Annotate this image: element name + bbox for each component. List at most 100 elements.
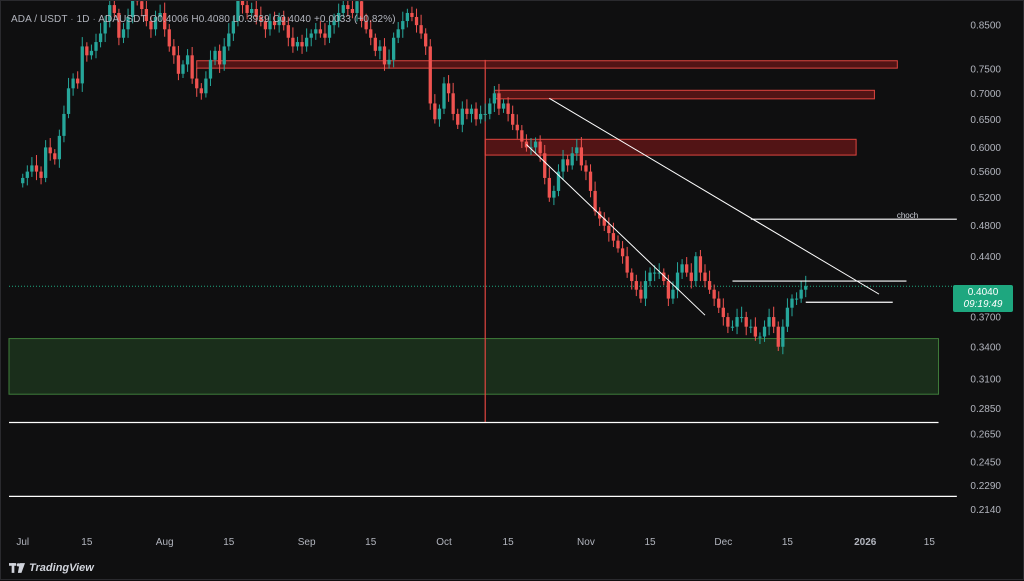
candle-body — [296, 42, 299, 46]
candle-body — [310, 33, 313, 37]
candle-body — [703, 273, 706, 281]
candle-body — [300, 42, 303, 46]
x-tick-label: 15 — [503, 537, 515, 548]
candle-body — [181, 64, 184, 73]
candle-body — [442, 83, 445, 108]
candle-body — [241, 1, 244, 5]
supply-zone — [494, 90, 874, 99]
candle-body — [204, 79, 207, 94]
candle-body — [35, 165, 38, 171]
candle-body — [53, 153, 56, 159]
candle-body — [722, 308, 725, 317]
chart-header: ADA / USDT · 1D · ADAUSDT O0.4006 H0.408… — [11, 14, 396, 25]
candle-body — [168, 29, 171, 46]
y-tick-label: 0.2850 — [970, 404, 1001, 415]
candle-body — [314, 29, 317, 33]
candle-body — [223, 46, 226, 64]
candle-body — [479, 114, 482, 119]
candle-body — [497, 93, 500, 108]
candle-body — [113, 5, 116, 13]
candle-body — [575, 147, 578, 153]
y-tick-label: 0.3100 — [970, 375, 1001, 386]
candle-body — [383, 46, 386, 64]
channel-trendline — [549, 98, 879, 294]
candle-body — [539, 142, 542, 154]
price-chart[interactable]: 0.85000.75000.70000.65000.60000.56000.52… — [1, 1, 1024, 557]
candle-body — [39, 172, 42, 178]
candle-body — [804, 286, 807, 289]
candle-body — [488, 103, 491, 113]
candle-body — [767, 317, 770, 327]
candle-body — [30, 165, 33, 171]
candle-body — [800, 290, 803, 299]
candle-body — [406, 13, 409, 21]
candle-body — [227, 33, 230, 46]
channel-trendline — [526, 144, 705, 315]
candle-body — [140, 1, 143, 9]
candle-body — [763, 327, 766, 337]
candle-body — [639, 290, 642, 299]
x-tick-label: Sep — [298, 537, 316, 548]
candle-body — [781, 327, 784, 347]
candle-body — [511, 114, 514, 125]
candle-body — [49, 147, 52, 153]
candle-body — [319, 29, 322, 33]
candle-body — [85, 46, 88, 55]
choch-label: choch — [897, 211, 918, 220]
y-tick-label: 0.4400 — [970, 252, 1001, 263]
candle-body — [387, 60, 390, 65]
candle-body — [122, 29, 125, 37]
candle-body — [186, 55, 189, 64]
candle-body — [493, 93, 496, 103]
y-tick-label: 0.2650 — [970, 430, 1001, 441]
y-tick-label: 0.3400 — [970, 342, 1001, 353]
candle-body — [653, 273, 656, 274]
candle-body — [612, 233, 615, 241]
x-tick-label: Nov — [577, 537, 595, 548]
ticker-label: ADAUSDT — [98, 14, 146, 25]
candle-body — [713, 290, 716, 299]
x-tick-label: Aug — [156, 537, 174, 548]
x-tick-label: Jul — [16, 537, 29, 548]
open-value: O0.4006 — [149, 14, 188, 25]
candle-body — [735, 317, 738, 327]
x-tick-label: 15 — [223, 537, 235, 548]
candle-body — [200, 88, 203, 93]
x-tick-label: 15 — [924, 537, 936, 548]
last-price-tag: 0.4040 09:19:49 — [953, 285, 1013, 312]
x-tick-label: 15 — [782, 537, 794, 548]
candle-body — [392, 38, 395, 60]
candle-body — [433, 103, 436, 119]
candle-body — [62, 114, 65, 136]
y-tick-label: 0.6500 — [970, 115, 1001, 126]
interval-label[interactable]: 1D — [77, 14, 90, 25]
candle-body — [342, 5, 345, 13]
candle-body — [250, 9, 253, 13]
close-value: C0.4040 — [273, 14, 312, 25]
x-tick-label: Dec — [714, 537, 732, 548]
y-tick-label: 0.7500 — [970, 65, 1001, 76]
candle-body — [374, 38, 377, 51]
candle-body — [758, 337, 761, 338]
tradingview-icon — [9, 563, 25, 573]
candle-body — [726, 317, 729, 327]
x-tick-label: 15 — [365, 537, 377, 548]
candle-body — [635, 281, 638, 290]
candle-body — [749, 327, 752, 328]
candle-body — [772, 317, 775, 327]
candle-body — [584, 165, 587, 171]
candle-body — [287, 25, 290, 38]
symbol-name[interactable]: ADA / USDT — [11, 14, 67, 25]
candle-body — [369, 29, 372, 37]
candle-body — [667, 281, 670, 299]
brand-name: TradingView — [29, 562, 94, 574]
candle-body — [71, 79, 74, 89]
chart-footer: TradingView — [1, 557, 1024, 581]
change-value: +0.0033 (+0.82%) — [314, 14, 396, 25]
candle-body — [447, 83, 450, 93]
candle-body — [177, 55, 180, 73]
tradingview-logo[interactable]: TradingView — [9, 562, 94, 574]
candle-body — [465, 109, 468, 114]
candle-body — [424, 33, 427, 46]
